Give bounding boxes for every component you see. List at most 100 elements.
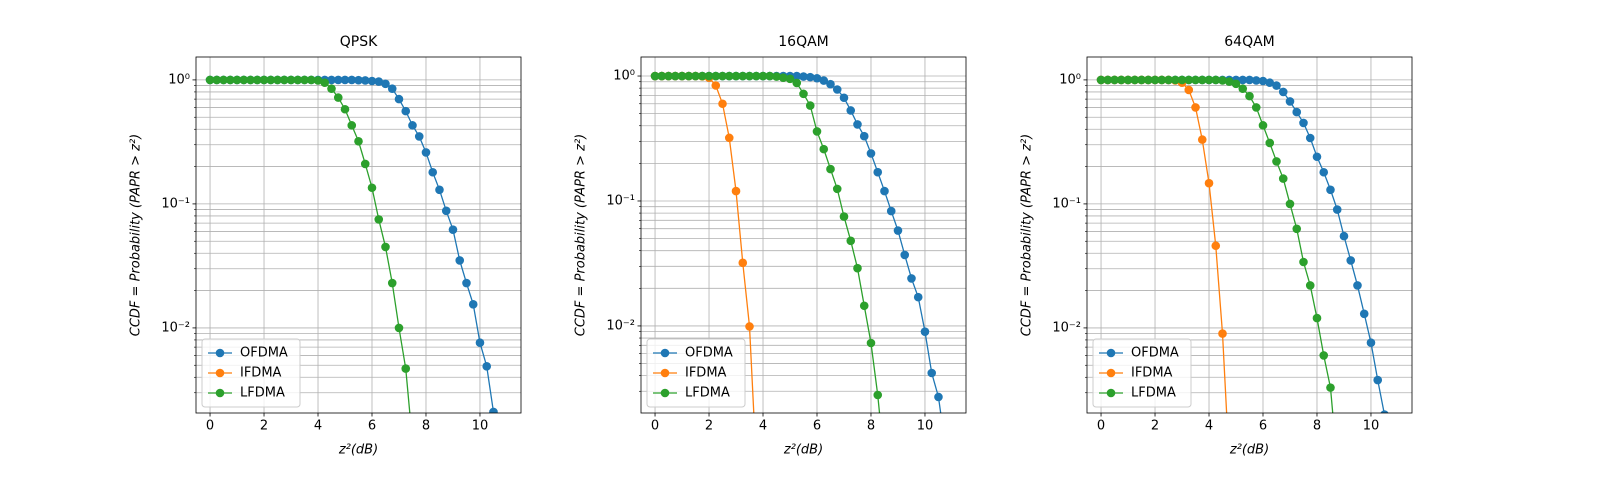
marker bbox=[1197, 135, 1207, 144]
marker bbox=[1278, 87, 1288, 97]
marker bbox=[1299, 118, 1308, 128]
marker bbox=[724, 71, 734, 81]
marker bbox=[920, 327, 930, 336]
marker bbox=[819, 76, 829, 85]
legend-label: IFDMA bbox=[685, 366, 727, 381]
legend-label: IFDMA bbox=[1131, 366, 1173, 381]
legend-marker bbox=[660, 348, 670, 358]
marker bbox=[354, 136, 363, 146]
x-axis-label: z²(dB) bbox=[1229, 443, 1269, 458]
marker bbox=[826, 79, 835, 89]
marker bbox=[1251, 76, 1261, 85]
marker bbox=[839, 212, 849, 221]
axes-frame bbox=[1086, 56, 1413, 414]
marker bbox=[1238, 84, 1248, 93]
marker bbox=[1299, 257, 1308, 267]
plot-area bbox=[205, 75, 505, 469]
marker bbox=[724, 133, 734, 143]
marker bbox=[1305, 133, 1315, 143]
legend-label: LFDMA bbox=[1131, 386, 1176, 401]
marker bbox=[1116, 75, 1126, 85]
marker bbox=[846, 106, 856, 115]
legend-marker bbox=[215, 348, 225, 358]
marker bbox=[1265, 78, 1275, 87]
marker bbox=[819, 144, 829, 154]
marker bbox=[799, 89, 808, 99]
marker bbox=[347, 121, 357, 130]
x-tick-label: 10 bbox=[1363, 419, 1380, 434]
marker bbox=[435, 185, 444, 195]
marker bbox=[1312, 152, 1322, 162]
chart-title: 64QAM bbox=[1224, 34, 1275, 50]
axes-frame bbox=[640, 56, 967, 414]
marker bbox=[718, 99, 727, 109]
marker bbox=[711, 81, 721, 90]
marker bbox=[839, 93, 849, 103]
x-tick-label: 8 bbox=[867, 419, 875, 434]
marker bbox=[496, 460, 505, 469]
marker bbox=[1251, 103, 1261, 112]
marker bbox=[657, 71, 667, 81]
y-tick-label: 10⁰ bbox=[1059, 72, 1081, 87]
legend-marker bbox=[1106, 388, 1116, 398]
marker bbox=[1319, 167, 1329, 177]
y-tick-label: 10⁻² bbox=[161, 320, 190, 335]
marker bbox=[1339, 231, 1349, 241]
marker bbox=[1285, 199, 1295, 209]
marker bbox=[1285, 97, 1295, 106]
axes-frame bbox=[195, 56, 522, 414]
marker bbox=[1184, 85, 1194, 95]
marker bbox=[799, 72, 808, 81]
x-tick-label: 10 bbox=[917, 419, 934, 434]
marker bbox=[381, 242, 390, 252]
marker bbox=[320, 78, 330, 87]
marker bbox=[205, 75, 215, 85]
marker bbox=[751, 71, 761, 81]
marker bbox=[306, 75, 316, 85]
marker bbox=[401, 364, 411, 373]
marker bbox=[731, 71, 741, 81]
marker bbox=[279, 75, 289, 85]
marker bbox=[859, 301, 869, 311]
x-tick-label: 6 bbox=[1259, 419, 1267, 434]
legend-marker bbox=[1106, 368, 1116, 378]
marker bbox=[1177, 75, 1187, 85]
marker bbox=[826, 164, 835, 174]
marker bbox=[1123, 75, 1133, 85]
marker bbox=[765, 71, 775, 81]
marker bbox=[1218, 329, 1227, 338]
marker bbox=[758, 71, 768, 81]
marker bbox=[1305, 281, 1315, 290]
marker bbox=[401, 106, 411, 116]
marker bbox=[354, 75, 363, 85]
marker bbox=[1110, 75, 1119, 85]
marker bbox=[313, 76, 323, 85]
marker bbox=[286, 75, 296, 85]
marker bbox=[1245, 91, 1254, 101]
marker bbox=[1380, 410, 1389, 413]
marker bbox=[704, 71, 714, 81]
marker bbox=[650, 71, 660, 81]
marker bbox=[866, 149, 876, 158]
marker bbox=[1312, 313, 1322, 323]
marker bbox=[913, 292, 923, 302]
marker bbox=[252, 75, 262, 85]
legend-label: OFDMA bbox=[240, 346, 288, 361]
marker bbox=[886, 206, 896, 216]
marker bbox=[1204, 75, 1214, 85]
marker bbox=[482, 362, 492, 371]
marker bbox=[664, 71, 673, 81]
legend-marker bbox=[660, 368, 670, 378]
marker bbox=[367, 76, 377, 86]
marker bbox=[1333, 460, 1342, 469]
marker bbox=[1184, 75, 1194, 85]
marker bbox=[1170, 75, 1180, 85]
plot-area bbox=[650, 71, 943, 413]
x-tick-label: 2 bbox=[705, 419, 713, 434]
marker bbox=[219, 75, 228, 85]
x-tick-label: 8 bbox=[422, 419, 430, 434]
legend-box bbox=[201, 338, 301, 408]
x-tick-label: 0 bbox=[651, 419, 659, 434]
legend-marker bbox=[215, 388, 225, 398]
